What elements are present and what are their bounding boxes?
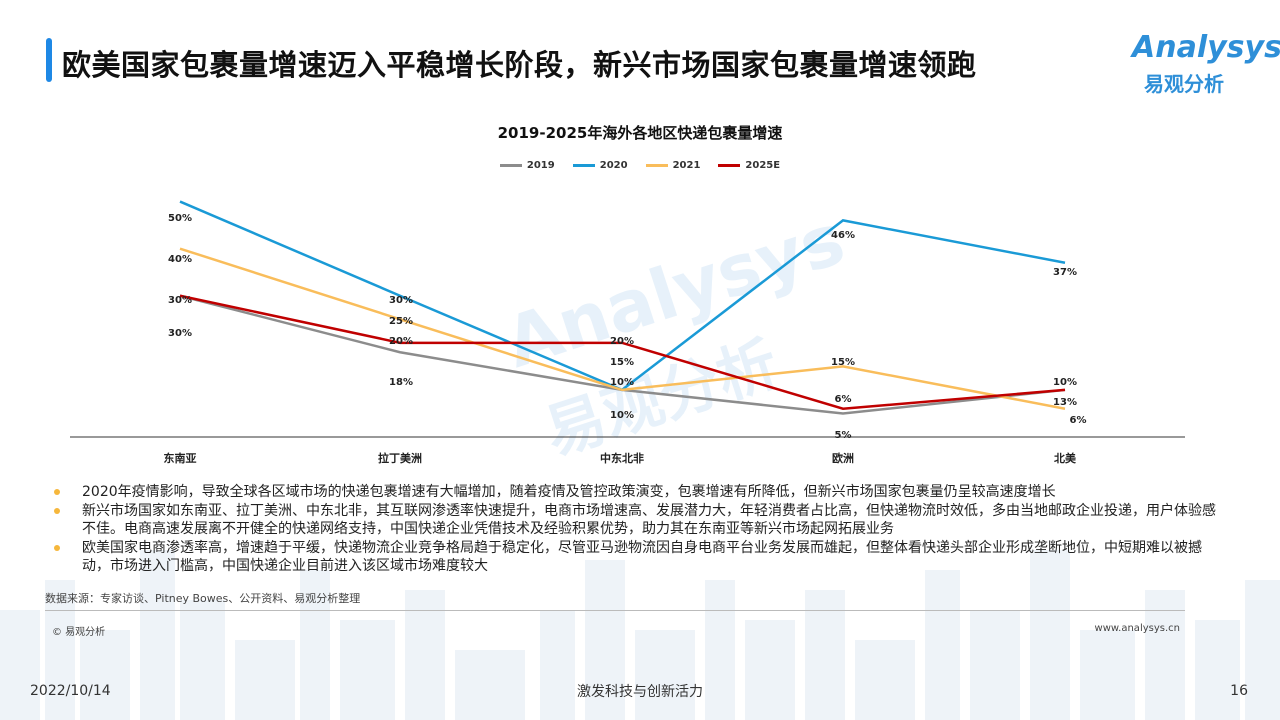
logo-text-cn: 易观分析	[1144, 72, 1224, 96]
series-line-2025e	[179, 294, 1066, 411]
legend-item-2019: 2019	[499, 160, 555, 171]
data-label: 37%	[1053, 267, 1077, 278]
page-number: 16	[1230, 683, 1248, 699]
website-link[interactable]: www.analysys.cn	[1094, 623, 1180, 634]
bullet-item: 欧美国家电商渗透率高，增速趋于平缓，快递物流企业竞争格局趋于稳定化，尽管亚马逊物…	[52, 539, 1217, 575]
analysys-logo: Analysys 易观分析	[1124, 30, 1280, 100]
data-label: 46%	[831, 230, 855, 241]
data-label: 13%	[1053, 397, 1077, 408]
legend-label: 2020	[599, 160, 628, 171]
chart-title: 2019-2025年海外各地区快递包裹量增速	[497, 124, 783, 142]
legend-label: 2021	[672, 160, 701, 171]
data-label: 20%	[389, 336, 413, 347]
data-label: 30%	[168, 328, 192, 339]
x-tick-label: 欧洲	[832, 451, 854, 465]
x-tick-label: 东南亚	[164, 451, 197, 465]
data-label: 6%	[1070, 415, 1087, 426]
x-tick-label: 中东北非	[600, 451, 644, 465]
data-label: 30%	[389, 295, 413, 306]
x-tick-label: 拉丁美洲	[378, 451, 422, 465]
data-label: 25%	[389, 316, 413, 327]
slogan: 激发科技与创新活力	[577, 684, 703, 700]
data-label: 40%	[168, 254, 192, 265]
insight-bullets: 2020年疫情影响，导致全球各区域市场的快递包裹增速有大幅增加，随着疫情及管控政…	[52, 483, 1217, 576]
legend-item-2025e: 2025E	[718, 160, 780, 171]
legend-swatch	[718, 164, 741, 167]
data-label: 15%	[831, 357, 855, 368]
title-accent-bar	[46, 38, 52, 82]
data-source: 数据来源：专家访谈、Pitney Bowes、公开资料、易观分析整理	[45, 592, 361, 605]
legend-swatch	[645, 164, 668, 167]
logo-text-en: Analysys	[1132, 30, 1280, 65]
bullet-item: 新兴市场国家如东南亚、拉丁美洲、中东北非，其互联网渗透率快速提升，电商市场增速高…	[52, 502, 1217, 538]
data-label: 10%	[610, 410, 634, 421]
series-line-2021	[179, 247, 1066, 410]
data-label: 5%	[835, 430, 852, 441]
data-label: 18%	[389, 377, 413, 388]
line-chart: 东南亚 拉丁美洲 中东北非 欧洲 北美 30% 18% 10% 5% 10% 50% 30% 10% 46…	[70, 200, 1185, 465]
data-label: 50%	[168, 213, 192, 224]
data-label: 10%	[1053, 377, 1077, 388]
city-skyline-background	[0, 550, 1280, 720]
legend-item-2020: 2020	[572, 160, 628, 171]
page-title: 欧美国家包裹量增速迈入平稳增长阶段，新兴市场国家包裹量增速领跑	[62, 48, 977, 82]
series-line-2019	[179, 294, 1066, 415]
data-label: 10%	[610, 377, 634, 388]
legend-swatch	[499, 164, 522, 167]
data-label: 6%	[835, 394, 852, 405]
legend-label: 2025E	[745, 160, 781, 171]
report-date: 2022/10/14	[30, 683, 111, 699]
footer-divider	[45, 610, 1185, 611]
bullet-item: 2020年疫情影响，导致全球各区域市场的快递包裹增速有大幅增加，随着疫情及管控政…	[52, 483, 1217, 501]
data-label: 30%	[168, 295, 192, 306]
legend-label: 2019	[526, 160, 555, 171]
chart-legend: 2019 2020 2021 2025E	[0, 160, 1280, 171]
data-label: 20%	[610, 336, 634, 347]
legend-item-2021: 2021	[645, 160, 701, 171]
data-label: 15%	[610, 357, 634, 368]
copyright: © 易观分析	[52, 627, 106, 638]
legend-swatch	[572, 164, 595, 167]
x-tick-label: 北美	[1054, 451, 1077, 465]
